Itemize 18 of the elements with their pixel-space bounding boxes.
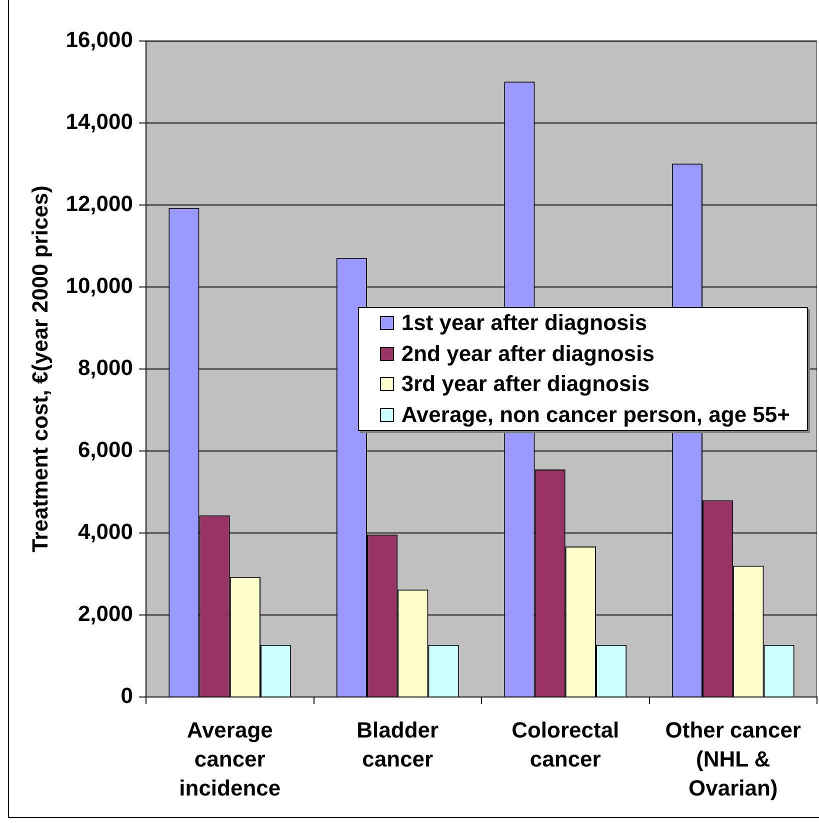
y-tick-label: 10,000: [66, 273, 133, 298]
x-tick-label: Average cancer incidence: [179, 718, 281, 801]
legend-label: 2nd year after diagnosis: [401, 340, 654, 367]
y-tick-label: 12,000: [66, 191, 133, 216]
y-axis-title: Treatment cost, €(year 2000 prices): [27, 186, 52, 552]
legend-label: 1st year after diagnosis: [401, 310, 648, 336]
x-tick-label: Bladder cancer: [356, 718, 440, 772]
y-tick-label: 0: [120, 683, 133, 708]
y-tick-label: 2,000: [78, 601, 133, 626]
y-tick-label: 14,000: [66, 109, 133, 134]
y-tick-label: 6,000: [78, 437, 133, 462]
y-tick-label: 8,000: [78, 355, 133, 380]
x-tick-label: Other cancer (NHL & Ovarian): [665, 718, 802, 801]
y-tick-label: 16,000: [66, 27, 133, 52]
legend-label: 3rd year after diagnosis: [401, 371, 650, 398]
legend-label: Average, non cancer person, age 55+: [401, 402, 790, 428]
x-tick-label: Colorectal cancer: [512, 718, 620, 772]
y-tick-label: 4,000: [78, 519, 133, 544]
